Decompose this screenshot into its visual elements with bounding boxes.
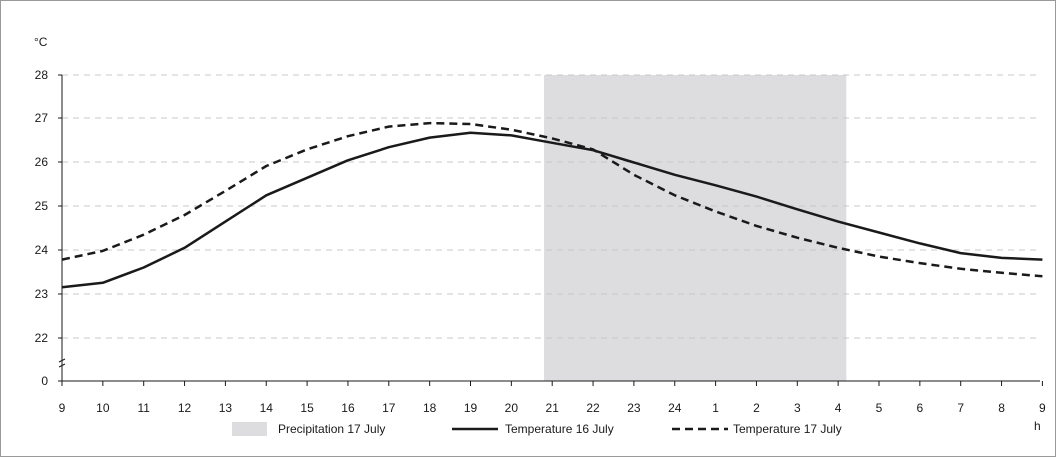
x-tick-label: 11 xyxy=(137,401,150,415)
y-tick-label: 28 xyxy=(35,68,49,82)
y-tick-label: 25 xyxy=(35,199,49,213)
y-tick-label: 23 xyxy=(35,287,49,301)
x-tick-label: 15 xyxy=(300,401,314,415)
series-line-temperature-17-july xyxy=(61,121,1043,278)
x-tick-label: 4 xyxy=(835,401,842,415)
x-tick-label: 8 xyxy=(998,401,1005,415)
legend-swatch-precipitation xyxy=(232,422,267,436)
x-tick-label: 18 xyxy=(423,401,437,415)
x-tick-label: 12 xyxy=(178,401,192,415)
x-tick-label: 23 xyxy=(627,401,641,415)
series-line-temperature-16-july xyxy=(61,131,1043,289)
x-tick-label: 22 xyxy=(586,401,600,415)
x-tick-label: 7 xyxy=(957,401,964,415)
x-tick-label: 2 xyxy=(753,401,760,415)
x-tick-label: 9 xyxy=(1039,401,1046,415)
x-tick-label: 21 xyxy=(546,401,560,415)
y-tick-label: 22 xyxy=(35,331,49,345)
legend-label-precipitation: Precipitation 17 July xyxy=(278,422,385,436)
x-tick-label: 24 xyxy=(668,401,682,415)
y-tick-label: 24 xyxy=(35,243,49,257)
y-axis-unit-label: °C xyxy=(34,35,48,49)
x-tick-label: 16 xyxy=(341,401,355,415)
y-tick-label: 27 xyxy=(35,111,49,125)
legend-label-temperature-16-july: Temperature 16 July xyxy=(505,422,614,436)
x-tick-label: 20 xyxy=(505,401,519,415)
axis-break-mark xyxy=(58,358,66,368)
precipitation-shaded-region xyxy=(544,75,847,381)
x-tick-label: 13 xyxy=(219,401,233,415)
x-tick-label: 3 xyxy=(794,401,801,415)
x-tick-label: 10 xyxy=(96,401,110,415)
x-tick-label: 17 xyxy=(382,401,396,415)
y-tick-label: 0 xyxy=(41,374,48,388)
x-tick-label: 9 xyxy=(59,401,66,415)
x-tick-label: 1 xyxy=(712,401,719,415)
x-tick-label: 14 xyxy=(260,401,274,415)
y-tick-label: 26 xyxy=(35,155,49,169)
x-tick-label: 6 xyxy=(917,401,924,415)
x-tick-label: 5 xyxy=(876,401,883,415)
x-axis-unit-label: h xyxy=(1034,419,1041,433)
legend-label-temperature-17-july: Temperature 17 July xyxy=(733,422,842,436)
x-tick-label: 19 xyxy=(464,401,478,415)
